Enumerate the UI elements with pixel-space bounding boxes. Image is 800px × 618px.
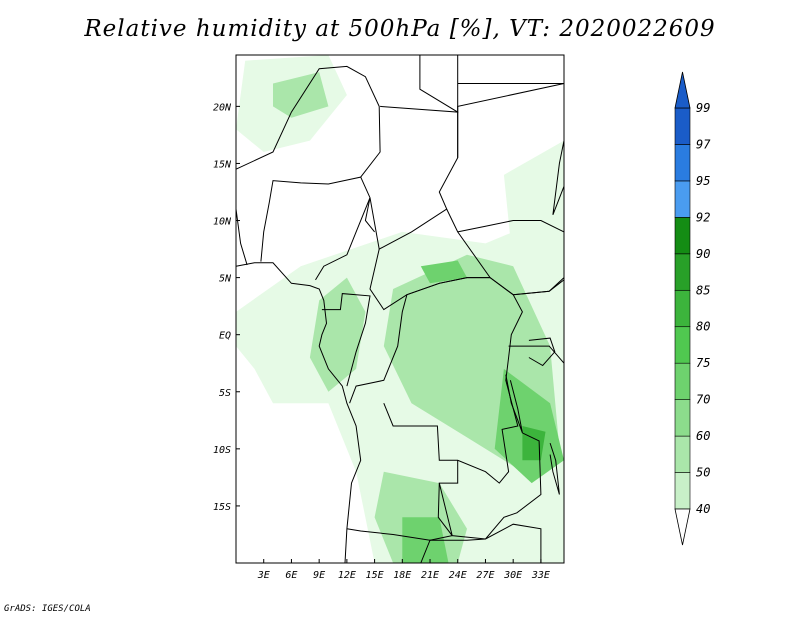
cameroon-chad [364, 197, 375, 233]
colorbar-box [674, 472, 691, 510]
colorbar-box [674, 217, 691, 255]
x-tick-label: 6E [285, 570, 297, 581]
x-tick-label: 12E [338, 570, 356, 581]
lake-malawi [549, 442, 560, 495]
x-tick-label: 3E [257, 570, 270, 581]
x-tick-label: 18E [393, 570, 411, 581]
x-tick-label: 33E [531, 570, 550, 581]
colorbar-label: 40 [696, 502, 710, 516]
chart-title: Relative humidity at 500hPa [%], VT: 202… [84, 16, 716, 42]
zambia-border [437, 432, 542, 540]
colorbar-box [674, 289, 691, 328]
y-tick-label: 20N [213, 102, 232, 113]
niger-border [235, 65, 381, 178]
colorbar-box [674, 362, 691, 400]
colorbar-label: 70 [696, 393, 710, 407]
lake-victoria [528, 337, 556, 367]
colorbar-box [674, 326, 691, 364]
sudan-ethiopia-border [552, 140, 565, 215]
x-tick-label: 21E [421, 570, 439, 581]
colorbar-box [674, 144, 691, 182]
x-tick-label: 27E [476, 570, 494, 581]
humid-area-north-core [273, 72, 329, 118]
y-tick-label: 15S [213, 502, 231, 513]
west-africa-ghana [235, 209, 248, 266]
x-tick-label: 24E [449, 570, 467, 581]
colorbar-label: 85 [696, 283, 710, 297]
y-tick-label: EQ [219, 331, 231, 342]
nigeria-border [260, 176, 371, 281]
colorbar: 40 50 60 70 75 80 85 90 92 95 97 99 [674, 71, 711, 546]
humid-area-car [420, 260, 467, 284]
humidity-shading [236, 55, 564, 563]
congo-gabon-border [321, 293, 371, 387]
lake-tanganyika [505, 374, 523, 434]
colorbar-label: 80 [696, 320, 710, 334]
colorbar-box [674, 399, 691, 437]
sudan-border [457, 83, 565, 158]
x-tick-label: 30E [503, 570, 522, 581]
colorbar-bottom-arrow [674, 508, 691, 546]
colorbar-label: 97 [696, 137, 711, 151]
y-tick-label: 15N [213, 159, 232, 170]
x-axis-ticks: 3E 6E 9E 12E 15E 18E 21E 24E 27E 30E 33E [257, 559, 550, 581]
y-tick-label: 5N [219, 274, 232, 285]
y-tick-label: 10S [213, 445, 231, 456]
y-tick-label: 10N [213, 217, 232, 228]
grads-credit: GrADS: IGES/COLA [4, 604, 91, 614]
libya-border [419, 55, 459, 113]
humid-area-south-core [402, 517, 449, 563]
colorbar-box [674, 253, 691, 291]
colorbar-label: 50 [696, 466, 710, 480]
x-tick-label: 9E [313, 570, 325, 581]
colorbar-label: 75 [696, 356, 710, 370]
colorbar-label: 99 [696, 101, 710, 115]
humid-area-northeast [503, 140, 564, 267]
map-frame [235, 54, 565, 564]
tanzania-kenya-border [508, 345, 565, 364]
colorbar-box [674, 180, 691, 218]
angola-border [346, 460, 459, 541]
colorbar-label: 60 [696, 429, 710, 443]
colorbar-label: 92 [696, 210, 710, 224]
colorbar-top-arrow [674, 71, 691, 109]
chad-border [369, 105, 459, 250]
x-tick-label: 15E [366, 570, 384, 581]
y-axis-ticks: 20N 15N 10N 5N EQ 5S 10S 15S [213, 102, 240, 513]
humid-area-gabon [309, 277, 366, 392]
humid-area-east [494, 368, 564, 484]
colorbar-label: 95 [696, 174, 710, 188]
colorbar-box [674, 107, 691, 145]
west-africa-coast [235, 262, 362, 564]
zimbabwe-botswana-border [420, 523, 542, 564]
y-tick-label: 5S [219, 388, 231, 399]
colorbar-box [674, 435, 691, 473]
colorbar-label: 90 [696, 247, 710, 261]
